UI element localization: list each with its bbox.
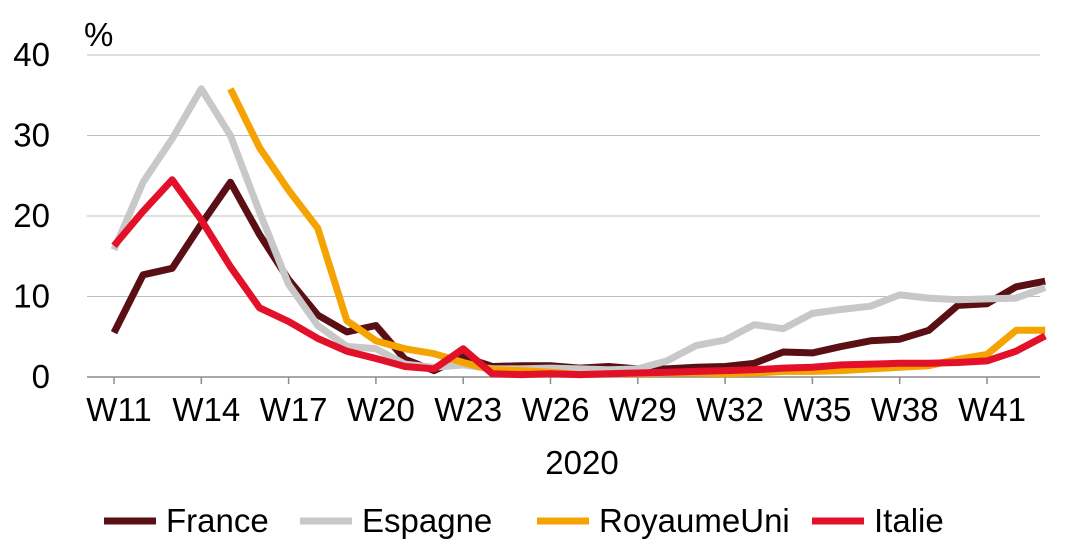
x-tick-label: W14 <box>172 391 240 428</box>
x-tick-label: W20 <box>347 391 415 428</box>
legend-item-royaumeuni: RoyaumeUni <box>537 502 790 539</box>
x-tick-label: W17 <box>260 391 328 428</box>
x-tick-label: W29 <box>609 391 677 428</box>
series-line-italie <box>111 176 1047 379</box>
x-tick-label: W35 <box>783 391 851 428</box>
series-line-france <box>110 178 1046 375</box>
legend-label: France <box>166 502 269 539</box>
y-tick-label: 10 <box>13 278 50 315</box>
legend-item-france: France <box>104 502 269 539</box>
x-axis <box>87 376 1040 384</box>
x-tick-label: W38 <box>871 391 939 428</box>
series-lines <box>110 85 1047 379</box>
legend-item-italie: Italie <box>812 502 944 539</box>
y-axis-label: % <box>84 16 113 53</box>
legend-label: Italie <box>874 502 944 539</box>
x-tick-label: W26 <box>522 391 590 428</box>
legend-label: RoyaumeUni <box>599 502 790 539</box>
series-line-espagne <box>110 85 1047 374</box>
legend-label: Espagne <box>362 502 492 539</box>
y-tick-label: 20 <box>13 197 50 234</box>
y-axis-tick-labels: 0 10 20 30 40 <box>13 36 50 395</box>
y-tick-label: 30 <box>13 117 50 154</box>
x-axis-tick-labels: W11 W14 W17 W20 W23 W26 W29 W32 W35 W38 W41 <box>86 391 1026 428</box>
x-tick-label: W41 <box>958 391 1026 428</box>
x-tick-label: W23 <box>434 391 502 428</box>
x-axis-label: 2020 <box>545 444 618 481</box>
legend: France Espagne RoyaumeUni Italie <box>104 502 944 539</box>
x-tick-label: W11 <box>86 391 151 428</box>
y-tick-label: 40 <box>13 36 50 73</box>
x-tick-label: W32 <box>696 391 764 428</box>
legend-item-espagne: Espagne <box>300 502 492 539</box>
y-tick-label: 0 <box>32 358 50 395</box>
